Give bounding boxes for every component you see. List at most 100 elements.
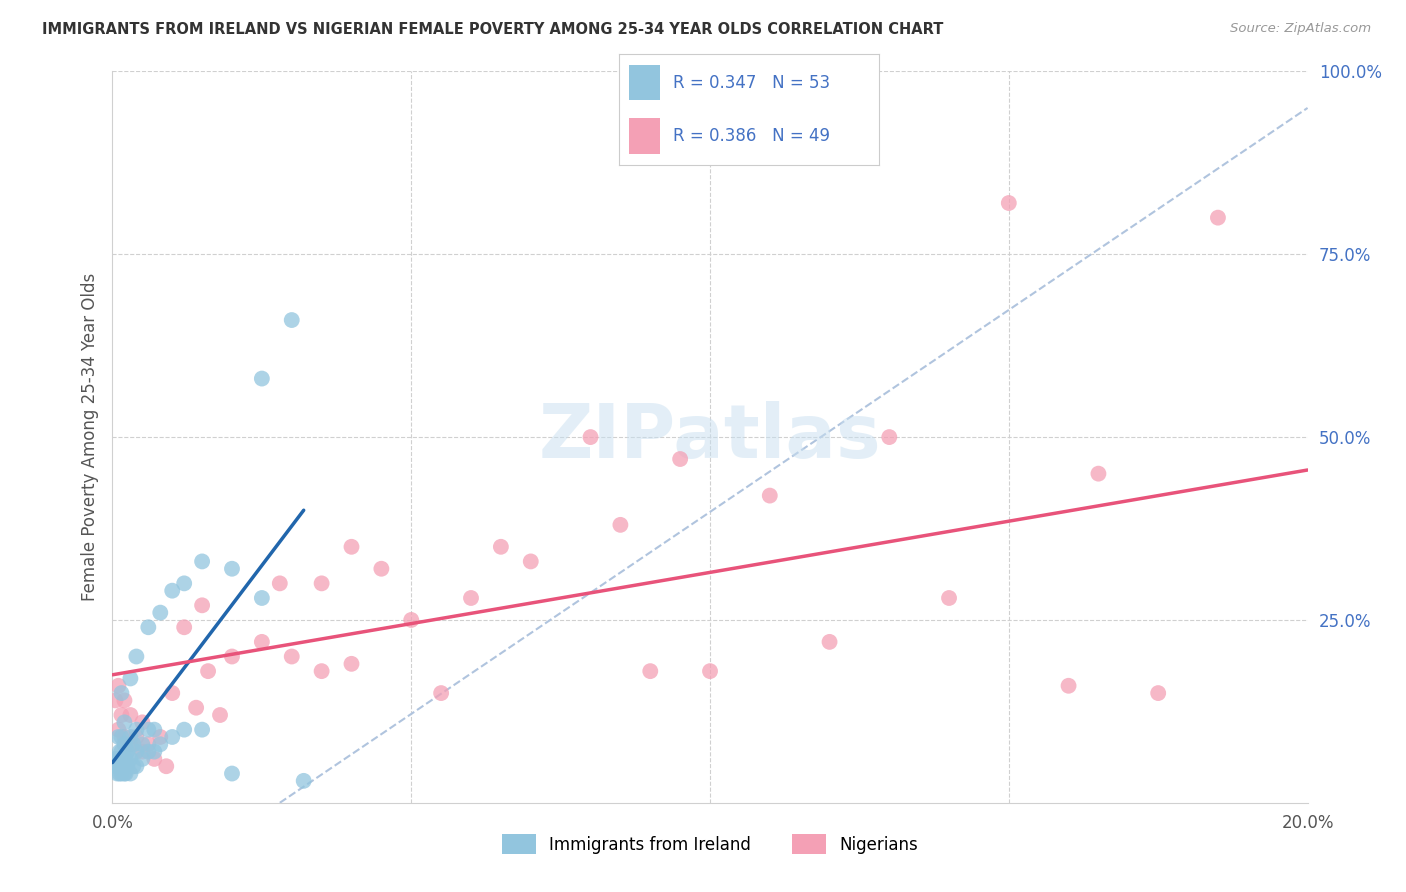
Point bbox=[120, 752, 142, 766]
Point bbox=[104, 759, 127, 773]
Point bbox=[107, 752, 129, 766]
Point bbox=[107, 730, 129, 744]
Point bbox=[104, 693, 127, 707]
Point bbox=[114, 737, 136, 751]
Point bbox=[120, 730, 142, 744]
Point bbox=[370, 562, 392, 576]
Point bbox=[669, 452, 692, 467]
Point bbox=[138, 723, 160, 737]
Point bbox=[292, 773, 315, 788]
Point bbox=[250, 371, 273, 385]
Point bbox=[143, 752, 166, 766]
Point bbox=[609, 517, 631, 532]
Point bbox=[699, 664, 721, 678]
Point bbox=[114, 766, 135, 780]
Bar bbox=[628, 65, 661, 101]
Point bbox=[104, 752, 127, 766]
Point bbox=[938, 591, 960, 605]
Point bbox=[221, 562, 243, 576]
Point bbox=[110, 745, 132, 759]
Point bbox=[110, 759, 132, 773]
Point bbox=[269, 576, 291, 591]
Point bbox=[143, 723, 166, 737]
Point bbox=[221, 766, 243, 780]
Point bbox=[138, 620, 160, 634]
Point bbox=[250, 635, 273, 649]
Point bbox=[191, 723, 214, 737]
Point bbox=[114, 730, 135, 744]
Point bbox=[489, 540, 512, 554]
Point bbox=[221, 649, 243, 664]
Point bbox=[122, 737, 145, 751]
Point bbox=[311, 576, 333, 591]
Point bbox=[131, 752, 153, 766]
Point bbox=[131, 737, 153, 751]
Point bbox=[460, 591, 482, 605]
Text: R = 0.347   N = 53: R = 0.347 N = 53 bbox=[673, 73, 831, 92]
Point bbox=[759, 489, 782, 503]
Point bbox=[818, 635, 841, 649]
Point bbox=[110, 708, 132, 723]
Text: R = 0.386   N = 49: R = 0.386 N = 49 bbox=[673, 127, 831, 145]
Point bbox=[114, 752, 136, 766]
Point bbox=[311, 664, 333, 678]
Point bbox=[155, 759, 177, 773]
Point bbox=[340, 657, 363, 671]
Point bbox=[120, 708, 142, 723]
Point bbox=[114, 737, 135, 751]
Point bbox=[114, 693, 135, 707]
Point bbox=[162, 730, 183, 744]
Point bbox=[125, 730, 148, 744]
Point bbox=[125, 759, 148, 773]
Point bbox=[1206, 211, 1229, 225]
Legend: Immigrants from Ireland, Nigerians: Immigrants from Ireland, Nigerians bbox=[495, 828, 925, 860]
Point bbox=[131, 715, 153, 730]
Point bbox=[120, 672, 142, 686]
Point bbox=[105, 766, 128, 780]
Point bbox=[191, 554, 214, 568]
Point bbox=[125, 723, 148, 737]
Point bbox=[281, 649, 304, 664]
Point bbox=[162, 686, 183, 700]
Point bbox=[114, 766, 136, 780]
Point bbox=[125, 649, 148, 664]
Point bbox=[191, 599, 214, 613]
Point bbox=[401, 613, 423, 627]
Text: ZIPatlas: ZIPatlas bbox=[538, 401, 882, 474]
Point bbox=[879, 430, 901, 444]
Point bbox=[131, 745, 153, 759]
Point bbox=[108, 745, 131, 759]
Point bbox=[149, 606, 172, 620]
Point bbox=[114, 715, 135, 730]
Point bbox=[138, 737, 160, 751]
Point bbox=[117, 745, 139, 759]
Point bbox=[173, 576, 195, 591]
Point bbox=[186, 700, 208, 714]
Point bbox=[1087, 467, 1109, 481]
Point bbox=[107, 679, 129, 693]
Point bbox=[114, 752, 135, 766]
Point bbox=[110, 730, 132, 744]
Point bbox=[209, 708, 232, 723]
Point bbox=[149, 737, 172, 751]
Point bbox=[120, 766, 142, 780]
Point bbox=[430, 686, 453, 700]
Point bbox=[173, 723, 195, 737]
Point bbox=[110, 686, 132, 700]
Point bbox=[108, 766, 131, 780]
Point bbox=[149, 730, 172, 744]
Point bbox=[162, 583, 183, 598]
Text: IMMIGRANTS FROM IRELAND VS NIGERIAN FEMALE POVERTY AMONG 25-34 YEAR OLDS CORRELA: IMMIGRANTS FROM IRELAND VS NIGERIAN FEMA… bbox=[42, 22, 943, 37]
Point bbox=[117, 759, 139, 773]
Point bbox=[125, 745, 148, 759]
Point bbox=[173, 620, 195, 634]
Point bbox=[122, 759, 145, 773]
Y-axis label: Female Poverty Among 25-34 Year Olds: Female Poverty Among 25-34 Year Olds bbox=[80, 273, 98, 601]
Text: Source: ZipAtlas.com: Source: ZipAtlas.com bbox=[1230, 22, 1371, 36]
Point bbox=[579, 430, 602, 444]
Point bbox=[1057, 679, 1080, 693]
Point bbox=[340, 540, 363, 554]
Point bbox=[138, 745, 160, 759]
Point bbox=[998, 196, 1021, 211]
Point bbox=[107, 723, 129, 737]
